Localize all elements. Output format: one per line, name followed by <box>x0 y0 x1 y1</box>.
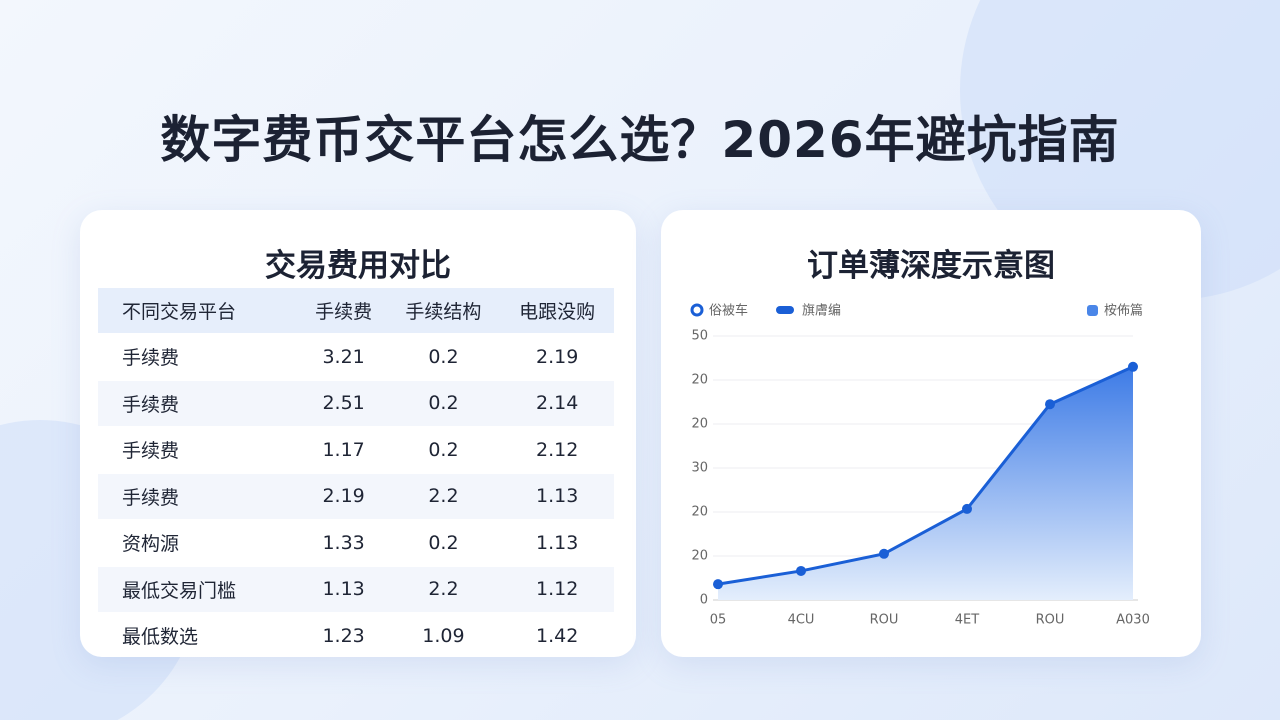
table-cell: 最低交易门槛 <box>98 565 301 613</box>
table-row: 手续费 2.51 0.2 2.14 <box>98 379 614 427</box>
table-card: 交易费用对比 不同交易平台 手续费 手续结构 电跟没购 手续费 3.21 0.2 2.19 手续… <box>80 210 636 659</box>
table-row: 手续费 1.17 0.2 2.12 <box>98 426 614 473</box>
table-cell: 0.2 <box>386 519 501 566</box>
table-row: 手续费 3.21 0.2 2.19 <box>98 333 614 380</box>
y-tick-label: 20 <box>691 373 708 388</box>
table-cell: 1.13 <box>500 472 614 520</box>
point <box>1128 361 1138 372</box>
table-cell: 0.2 <box>386 379 501 427</box>
y-tick-label: 30 <box>691 461 708 476</box>
table-cell: 手续费 <box>98 379 301 427</box>
page-title: 数字费币交平台怎么选？2026年避坑指南 <box>160 111 1120 169</box>
table-cell: 0.2 <box>386 333 501 380</box>
table-cell: 2.2 <box>386 565 501 613</box>
table-cell: 1.23 <box>300 612 387 659</box>
y-tick-label: 20 <box>691 417 708 432</box>
table-row: 最低交易门槛 1.13 2.2 1.12 <box>98 565 614 613</box>
x-tick-label: ROU <box>870 613 899 628</box>
table-title: 交易费用对比 <box>265 248 451 284</box>
table-cell: 资构源 <box>98 519 301 566</box>
chart: 0 20 20 30 20 20 50 05 4CU ROU 4ET ROU A030 俗被车 旗膚编 桉佈篇 <box>690 303 1150 628</box>
header-cell: 手续结构 <box>386 288 501 334</box>
header-cell: 电跟没购 <box>500 288 614 334</box>
area <box>718 366 1133 600</box>
y-tick-label: 50 <box>691 329 708 344</box>
y-tick-label: 20 <box>691 505 708 520</box>
table-cell: 1.33 <box>300 519 387 566</box>
table-cell: 1.09 <box>386 612 501 659</box>
table-cell: 最低数选 <box>98 612 301 659</box>
y-tick-label: 0 <box>700 593 708 608</box>
point <box>962 503 972 514</box>
table-cell: 1.17 <box>300 426 387 473</box>
table-cell: 手续费 <box>98 426 301 473</box>
table-cell: 1.42 <box>500 612 614 659</box>
table-row: 最低数选 1.23 1.09 1.42 <box>98 612 614 659</box>
header-row: 不同交易平台 手续费 手续结构 电跟没购 <box>98 288 614 334</box>
table-cell: 2.2 <box>386 472 501 520</box>
table-row: 资构源 1.33 0.2 1.13 <box>98 519 614 566</box>
table-cell: 手续费 <box>98 472 301 520</box>
point <box>879 548 889 559</box>
table-cell: 1.12 <box>500 565 614 613</box>
point <box>796 565 806 576</box>
table-cell: 2.19 <box>300 472 387 520</box>
table-cell: 2.12 <box>500 426 614 473</box>
legend-swatch <box>776 306 794 314</box>
header-cell: 不同交易平台 <box>98 288 301 334</box>
table-row: 手续费 2.19 2.2 1.13 <box>98 472 614 520</box>
table-cell: 3.21 <box>300 333 387 380</box>
point <box>1045 399 1055 410</box>
legend-swatch <box>690 303 704 317</box>
table-cell: 2.14 <box>500 379 614 427</box>
table-cell: 2.51 <box>300 379 387 427</box>
table-cell: 2.19 <box>500 333 614 380</box>
x-tick-label: 4ET <box>955 613 979 628</box>
x-tick-label: A030 <box>1116 613 1150 628</box>
x-tick-label: ROU <box>1036 613 1065 628</box>
chart-card: 订单薄深度示意图 0 20 20 30 20 20 50 05 4CU ROU 4ET ROU A030… <box>661 210 1201 657</box>
legend-label: 旗膚编 <box>802 303 841 319</box>
line <box>717 365 1134 586</box>
point <box>713 579 723 590</box>
table-cell: 1.13 <box>300 565 387 613</box>
header-cell: 手续费 <box>300 288 387 334</box>
x-tick-label: 4CU <box>788 613 815 628</box>
table-cell: 手续费 <box>98 333 301 380</box>
x-tick-label: 05 <box>710 613 727 628</box>
fee-table: 不同交易平台 手续费 手续结构 电跟没购 手续费 3.21 0.2 2.19 手续费 2.51 0.… <box>98 288 614 659</box>
legend-label: 桉佈篇 <box>1104 303 1143 319</box>
y-tick-label: 20 <box>691 549 708 564</box>
chart-title: 订单薄深度示意图 <box>807 248 1055 284</box>
legend-swatch <box>1087 305 1098 316</box>
table-cell: 0.2 <box>386 426 501 473</box>
table-cell: 1.13 <box>500 519 614 566</box>
legend-label: 俗被车 <box>709 303 748 319</box>
